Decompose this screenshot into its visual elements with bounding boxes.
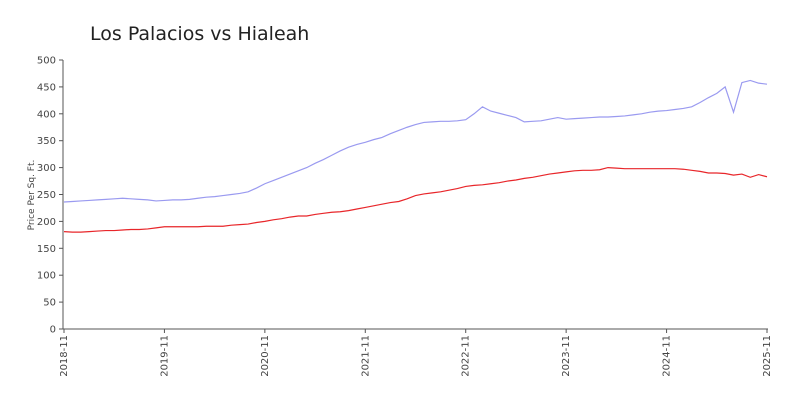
x-tick-label: 2018-11 <box>59 335 70 377</box>
y-tick-label: 250 <box>37 190 56 201</box>
series-line <box>63 79 768 203</box>
y-tick-label: 500 <box>37 56 56 67</box>
x-tick-label: 2020-11 <box>260 335 271 377</box>
y-tick-label: 350 <box>37 136 56 147</box>
y-tick-label: 400 <box>37 109 56 120</box>
chart-title: Los Palacios vs Hialeah <box>90 23 309 45</box>
y-tick-label: 200 <box>37 217 56 228</box>
series-line <box>63 166 768 233</box>
x-tick-label: 2023-11 <box>561 335 572 377</box>
x-tick-label: 2025-11 <box>762 335 773 377</box>
y-tick-label: 150 <box>37 244 56 255</box>
y-tick-label: 100 <box>37 271 56 282</box>
y-tick-label: 50 <box>43 298 56 309</box>
x-tick-label: 2021-11 <box>360 335 371 377</box>
y-axis-label: Price Per Sq. Ft. <box>27 160 37 231</box>
y-tick-label: 300 <box>37 163 56 174</box>
x-tick-label: 2024-11 <box>662 335 673 377</box>
y-tick-label: 450 <box>37 82 56 93</box>
x-tick-label: 2019-11 <box>159 335 170 377</box>
y-tick-label: 0 <box>50 325 56 336</box>
x-tick-label: 2022-11 <box>461 335 472 377</box>
